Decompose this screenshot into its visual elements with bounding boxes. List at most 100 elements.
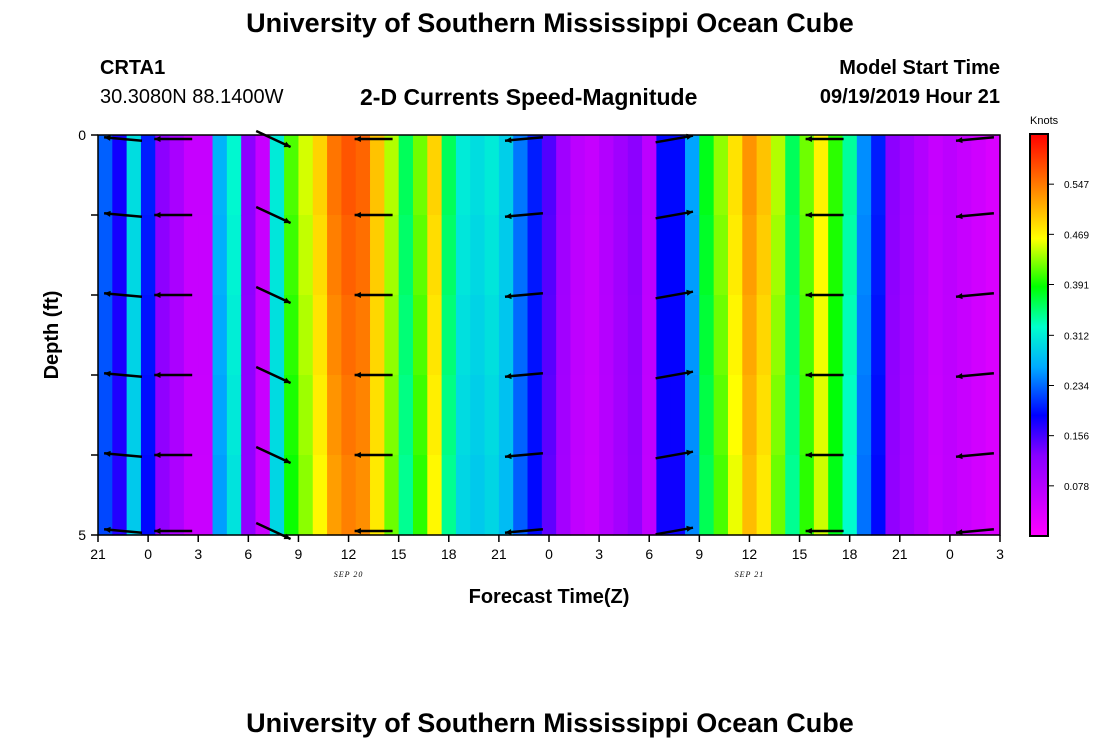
heatmap-cell [770, 295, 786, 376]
heatmap-cell [942, 215, 958, 296]
current-vector [354, 212, 393, 218]
heatmap-cell [799, 215, 815, 296]
current-vector [103, 526, 143, 534]
heatmap-cell [813, 375, 829, 456]
heatmap-cell [971, 135, 987, 216]
heatmap-cell [484, 455, 500, 536]
model-start-label: Model Start Time [839, 57, 1000, 79]
heatmap-cell [770, 135, 786, 216]
heatmap-cell [284, 375, 300, 456]
heatmap-cell [842, 295, 858, 376]
heatmap-cell [312, 295, 328, 376]
heatmap-cell [98, 295, 113, 376]
heatmap-cell [871, 215, 887, 296]
current-vector [255, 521, 292, 541]
heatmap-cell [112, 215, 128, 296]
heatmap-cell [885, 295, 901, 376]
heatmap-cell [871, 375, 887, 456]
heatmap-cell [642, 215, 657, 296]
heatmap-cell [370, 455, 385, 536]
heatmap-cell [813, 295, 829, 376]
heatmap-cell [899, 455, 915, 536]
heatmap-cell [556, 295, 572, 376]
heatmap-cell [212, 455, 228, 536]
heatmap-cell [484, 135, 500, 216]
heatmap-cell [785, 455, 801, 536]
heatmap-cell [642, 375, 657, 456]
heatmap-cell [613, 455, 629, 536]
heatmap-cell [341, 215, 357, 296]
heatmap-cell [842, 215, 858, 296]
heatmap-cell [985, 215, 1001, 296]
heatmap-cell [198, 215, 214, 296]
heatmap-cell [470, 135, 486, 216]
heatmap-cell [627, 455, 643, 536]
heatmap-cell [985, 295, 1001, 376]
heatmap-cell [255, 135, 271, 216]
heatmap-cell [298, 215, 314, 296]
heatmap-cell [613, 135, 629, 216]
heatmap-cell [656, 135, 672, 216]
current-vector [154, 528, 193, 534]
heatmap-cell [570, 295, 586, 376]
heatmap-cell [727, 135, 743, 216]
x-tick-label: 12 [742, 546, 758, 562]
heatmap-cell [541, 375, 557, 456]
heatmap-cell [985, 455, 1001, 536]
heatmap-cell [756, 215, 772, 296]
heatmap-cell [455, 295, 471, 376]
heatmap-cell [899, 135, 915, 216]
heatmap-cell [384, 295, 400, 376]
station-id: CRTA1 [100, 57, 166, 79]
current-vector [504, 212, 544, 220]
x-tick-label: 9 [295, 546, 303, 562]
heatmap-cell [914, 215, 930, 296]
heatmap-cell [355, 215, 371, 296]
heatmap-cell [713, 215, 729, 296]
current-vector [154, 136, 193, 142]
heatmap-cell [226, 135, 242, 216]
heatmap-cell [957, 135, 972, 216]
current-vector [805, 292, 844, 298]
heatmap-cell [713, 295, 729, 376]
heatmap-cell [126, 215, 142, 296]
heatmap-cell [928, 295, 944, 376]
heatmap-cell [756, 375, 772, 456]
heatmap-cell [126, 375, 142, 456]
heatmap-cell [556, 135, 572, 216]
heatmap-cell [284, 135, 300, 216]
heatmap-cell [914, 375, 930, 456]
current-vector [354, 528, 393, 534]
heatmap-cell [269, 375, 285, 456]
heatmap-cell [742, 455, 758, 536]
heatmap-cell [670, 215, 686, 296]
heatmap-cell [785, 375, 801, 456]
colorbar-tick-label: 0.156 [1064, 432, 1089, 443]
heatmap-cell [255, 455, 271, 536]
heatmap-cell [699, 375, 715, 456]
current-vector [805, 452, 844, 458]
heatmap-cell [599, 375, 615, 456]
heatmap-cell [985, 375, 1001, 456]
date-label: SEP 21 [735, 570, 765, 579]
heatmap-cell [899, 295, 915, 376]
current-vector [805, 528, 844, 534]
x-tick-label: 18 [441, 546, 457, 562]
heatmap-cell [370, 375, 385, 456]
heatmap-cell [155, 375, 171, 456]
heatmap-cell [856, 135, 872, 216]
current-vector [805, 136, 844, 142]
heatmap-cell [971, 215, 987, 296]
heatmap-cell [713, 455, 729, 536]
footer-title: University of Southern Mississippi Ocean… [246, 708, 854, 738]
heatmap-cell [298, 135, 314, 216]
heatmap-cell [713, 135, 729, 216]
heatmap-cell [298, 455, 314, 536]
heatmap-cell [599, 215, 615, 296]
heatmap-cell [670, 375, 686, 456]
heatmap-cell [498, 135, 514, 216]
heatmap-cell [899, 375, 915, 456]
x-tick-label: 21 [491, 546, 507, 562]
station-coordinates: 30.3080N 88.1400W [100, 86, 284, 108]
